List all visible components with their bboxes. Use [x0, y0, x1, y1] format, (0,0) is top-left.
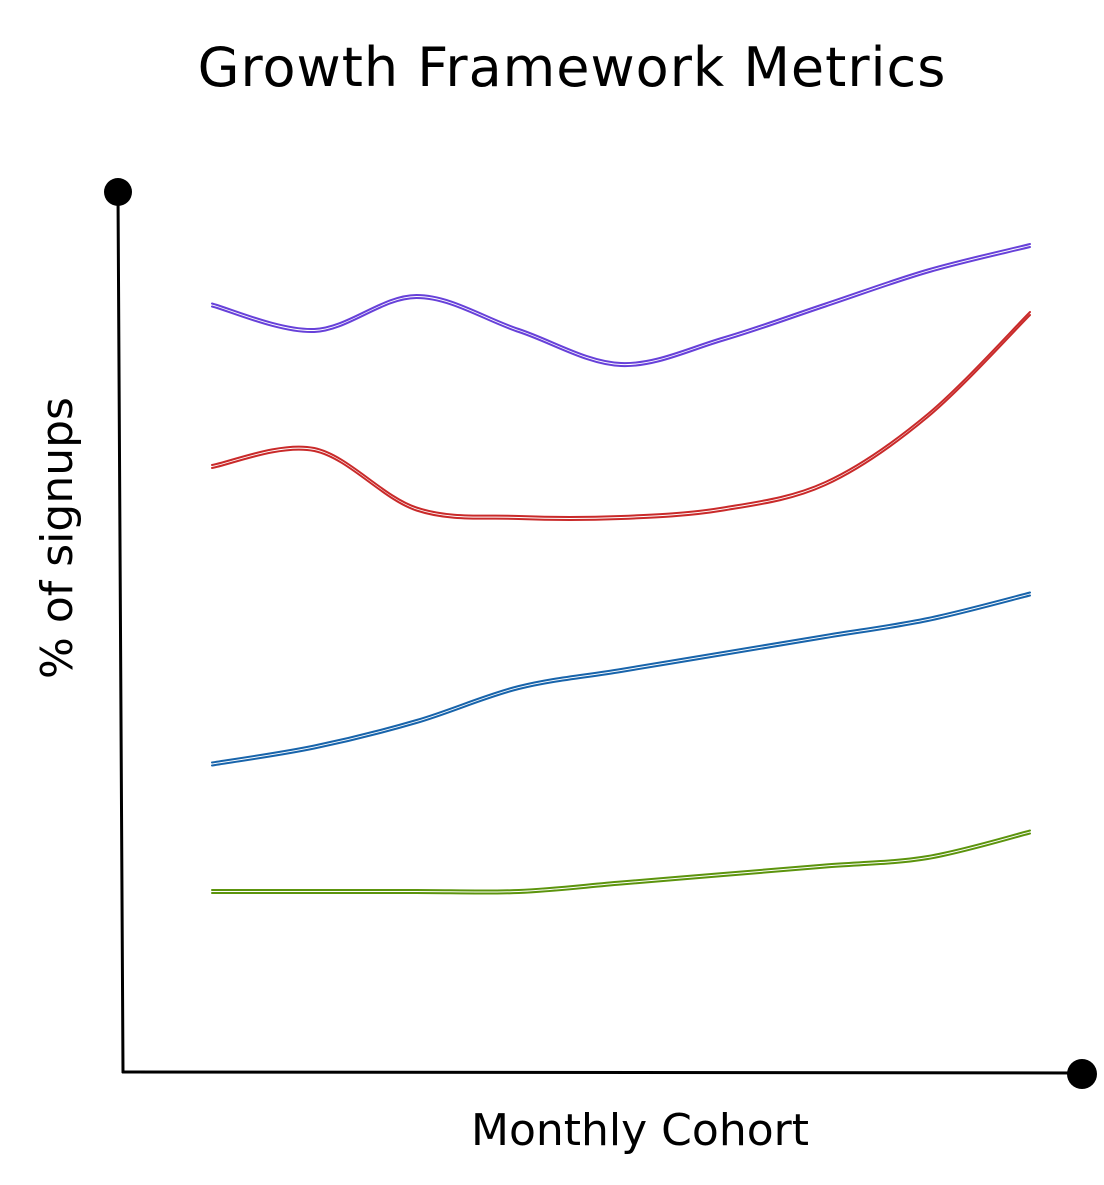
chart-title: Growth Framework Metrics [198, 36, 947, 99]
series-line-3 [211, 591, 1031, 767]
x-axis-line [121, 1070, 1084, 1075]
x-axis-label: Monthly Cohort [471, 1105, 809, 1156]
series-line-4 [211, 829, 1031, 895]
series-1-stroke-2 [211, 246, 1031, 368]
series-3-stroke-1 [211, 591, 1031, 764]
series-layer [211, 243, 1031, 895]
x-axis [121, 1059, 1097, 1089]
series-4-stroke-1 [211, 829, 1031, 892]
series-4-stroke-2 [211, 832, 1031, 895]
x-axis-arrow-dot [1067, 1059, 1097, 1089]
series-2-stroke-2 [211, 314, 1031, 522]
y-axis-arrow-dot [104, 178, 132, 206]
y-axis-line [116, 190, 125, 1074]
series-2-stroke-1 [211, 311, 1031, 519]
series-line-1 [211, 243, 1031, 368]
series-1-stroke-1 [211, 243, 1031, 365]
y-axis [104, 178, 132, 1074]
y-axis-label: % of signups [32, 397, 83, 679]
series-line-2 [211, 311, 1031, 522]
series-3-stroke-2 [211, 594, 1031, 767]
